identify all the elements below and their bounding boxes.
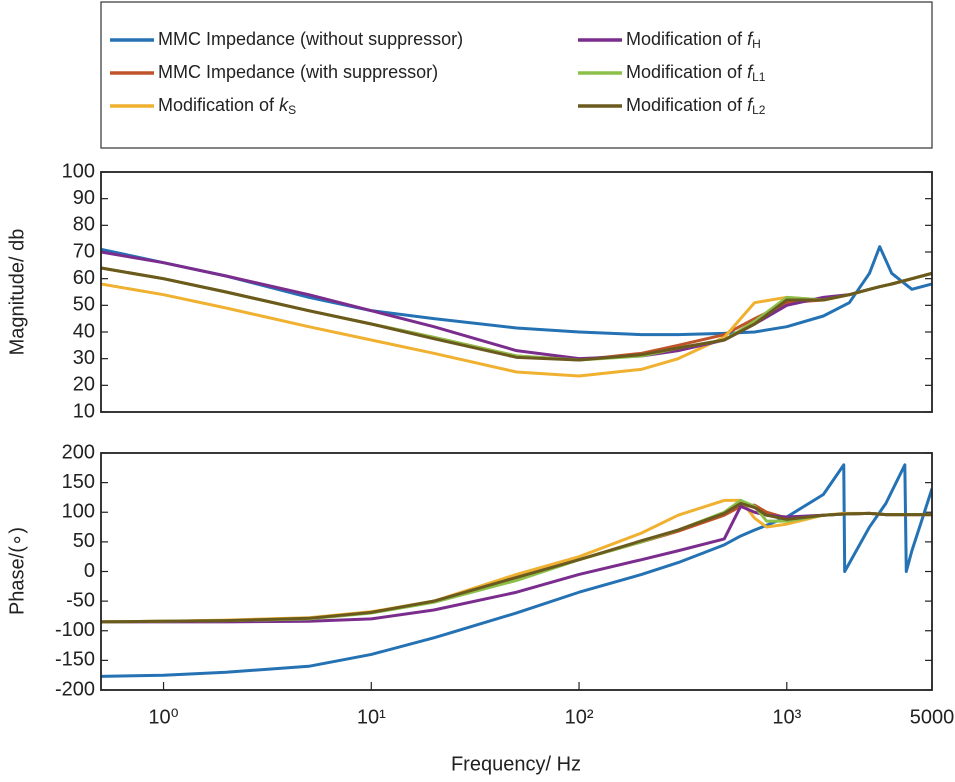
- y-tick-label: 100: [62, 160, 95, 182]
- series-line: [101, 266, 932, 362]
- legend-label: Modification of kS: [158, 95, 296, 117]
- legend-label: Modification of fH: [626, 29, 761, 51]
- series-line: [101, 271, 932, 378]
- y-tick-label: 20: [73, 374, 95, 396]
- y-tick-label: 10: [73, 400, 95, 422]
- series-line: [101, 266, 932, 362]
- y-tick-label: 70: [73, 240, 95, 262]
- legend-label: Modification of fL2: [626, 95, 766, 117]
- x-tick-label: 10³: [772, 706, 801, 728]
- y-tick-label: 60: [73, 267, 95, 289]
- x-tick-label: 5000: [910, 706, 955, 728]
- x-axis-label: Frequency/ Hz: [451, 753, 581, 775]
- y-tick-label: -100: [55, 619, 95, 641]
- y-tick-label: -200: [55, 678, 95, 700]
- x-tick-label: 10⁰: [148, 706, 178, 728]
- series-line: [101, 245, 932, 337]
- y-axis-label: Magnitude/ db: [6, 229, 28, 356]
- legend-label: MMC Impedance (without suppressor): [158, 29, 463, 49]
- x-tick-label: 10²: [565, 706, 594, 728]
- axes-box: [100, 452, 933, 691]
- y-tick-label: 200: [62, 441, 95, 463]
- y-tick-label: 150: [62, 471, 95, 493]
- axes-box: [100, 171, 933, 413]
- x-tick-label: 10¹: [357, 706, 386, 728]
- legend-box: [100, 1, 933, 149]
- y-tick-label: -50: [66, 589, 95, 611]
- y-tick-label: 100: [62, 501, 95, 523]
- y-tick-label: 80: [73, 214, 95, 236]
- y-tick-label: 30: [73, 347, 95, 369]
- series-line: [101, 463, 932, 678]
- series-line: [101, 501, 932, 624]
- y-tick-label: -150: [55, 649, 95, 671]
- y-tick-label: 40: [73, 320, 95, 342]
- legend-label: Modification of fL1: [626, 62, 766, 84]
- series-line: [101, 498, 932, 624]
- y-tick-label: 90: [73, 187, 95, 209]
- y-axis-label: Phase/(∘): [6, 527, 28, 615]
- series-line: [101, 503, 932, 624]
- series-line: [101, 266, 932, 362]
- y-tick-label: 50: [73, 294, 95, 316]
- series-line: [101, 504, 932, 624]
- series-line: [101, 250, 932, 361]
- y-tick-label: 0: [84, 560, 95, 582]
- y-tick-label: 50: [73, 530, 95, 552]
- legend-label: MMC Impedance (with suppressor): [158, 62, 438, 82]
